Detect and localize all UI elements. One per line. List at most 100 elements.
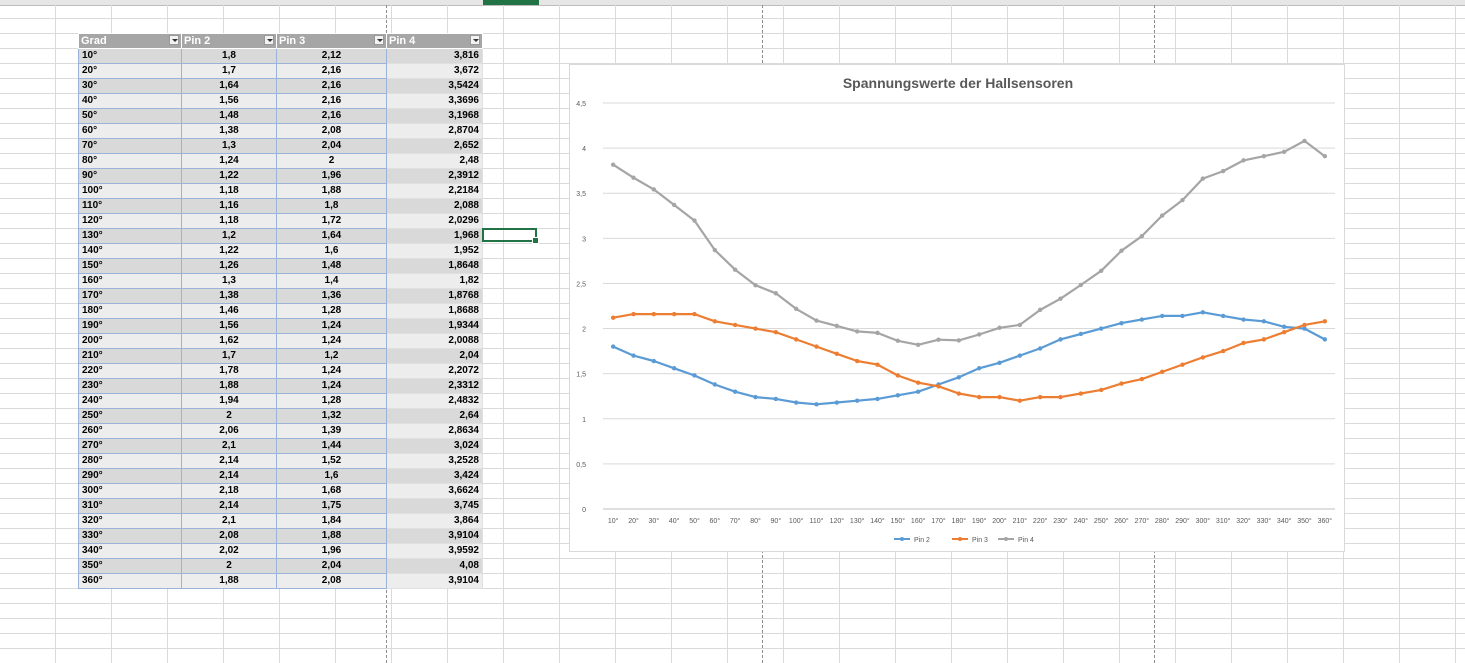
cell-grad[interactable]: 210°	[78, 348, 182, 364]
cell-pin3[interactable]: 1,4	[276, 273, 387, 289]
cell-grad[interactable]: 10°	[78, 48, 182, 64]
cell-pin2[interactable]: 1,26	[181, 258, 277, 274]
cell-grad[interactable]: 280°	[78, 453, 182, 469]
cell-pin2[interactable]: 1,3	[181, 273, 277, 289]
cell-pin4[interactable]: 3,9592	[386, 543, 483, 559]
cell-pin3[interactable]: 2,04	[276, 138, 387, 154]
cell-pin2[interactable]: 2,06	[181, 423, 277, 439]
cell-pin3[interactable]: 2	[276, 153, 387, 169]
cell-pin4[interactable]: 2,04	[386, 348, 483, 364]
cell-pin3[interactable]: 1,6	[276, 468, 387, 484]
cell-pin4[interactable]: 3,3696	[386, 93, 483, 109]
cell-pin2[interactable]: 2,18	[181, 483, 277, 499]
cell-grad[interactable]: 170°	[78, 288, 182, 304]
cell-pin2[interactable]: 1,22	[181, 243, 277, 259]
cell-grad[interactable]: 160°	[78, 273, 182, 289]
cell-grad[interactable]: 290°	[78, 468, 182, 484]
cell-pin4[interactable]: 2,8704	[386, 123, 483, 139]
cell-pin4[interactable]: 2,0088	[386, 333, 483, 349]
cell-pin2[interactable]: 1,18	[181, 183, 277, 199]
cell-pin2[interactable]: 2,02	[181, 543, 277, 559]
cell-pin4[interactable]: 1,8648	[386, 258, 483, 274]
cell-pin3[interactable]: 1,64	[276, 228, 387, 244]
cell-grad[interactable]: 100°	[78, 183, 182, 199]
cell-pin3[interactable]: 1,6	[276, 243, 387, 259]
line-chart[interactable]: Spannungswerte der Hallsensoren 0 0,5 1 1,5 2…	[569, 64, 1345, 552]
cell-grad[interactable]: 30°	[78, 78, 182, 94]
cell-pin2[interactable]: 2,1	[181, 438, 277, 454]
cell-pin3[interactable]: 1,72	[276, 213, 387, 229]
cell-pin4[interactable]: 2,0296	[386, 213, 483, 229]
cell-grad[interactable]: 220°	[78, 363, 182, 379]
cell-grad[interactable]: 240°	[78, 393, 182, 409]
active-cell-selection[interactable]	[482, 228, 539, 244]
cell-pin4[interactable]: 2,64	[386, 408, 483, 424]
cell-pin4[interactable]: 1,968	[386, 228, 483, 244]
cell-pin3[interactable]: 1,24	[276, 318, 387, 334]
cell-pin2[interactable]: 1,2	[181, 228, 277, 244]
cell-pin3[interactable]: 1,68	[276, 483, 387, 499]
cell-pin3[interactable]: 1,24	[276, 363, 387, 379]
cell-pin2[interactable]: 2	[181, 558, 277, 574]
cell-pin3[interactable]: 1,32	[276, 408, 387, 424]
cell-grad[interactable]: 140°	[78, 243, 182, 259]
cell-pin3[interactable]: 2,16	[276, 108, 387, 124]
cell-pin2[interactable]: 1,22	[181, 168, 277, 184]
cell-grad[interactable]: 130°	[78, 228, 182, 244]
filter-dropdown-icon[interactable]	[264, 35, 274, 45]
cell-pin4[interactable]: 3,672	[386, 63, 483, 79]
cell-grad[interactable]: 150°	[78, 258, 182, 274]
cell-pin2[interactable]: 1,94	[181, 393, 277, 409]
cell-pin3[interactable]: 1,2	[276, 348, 387, 364]
cell-pin3[interactable]: 1,36	[276, 288, 387, 304]
cell-pin3[interactable]: 1,8	[276, 198, 387, 214]
cell-pin2[interactable]: 1,88	[181, 378, 277, 394]
cell-pin2[interactable]: 1,48	[181, 108, 277, 124]
cell-pin3[interactable]: 1,88	[276, 528, 387, 544]
cell-grad[interactable]: 260°	[78, 423, 182, 439]
cell-grad[interactable]: 310°	[78, 498, 182, 514]
cell-pin3[interactable]: 1,44	[276, 438, 387, 454]
cell-pin2[interactable]: 1,78	[181, 363, 277, 379]
cell-grad[interactable]: 270°	[78, 438, 182, 454]
cell-pin2[interactable]: 1,38	[181, 288, 277, 304]
cell-pin2[interactable]: 2,14	[181, 453, 277, 469]
cell-pin2[interactable]: 1,88	[181, 573, 277, 589]
cell-pin4[interactable]: 3,5424	[386, 78, 483, 94]
cell-grad[interactable]: 70°	[78, 138, 182, 154]
cell-pin4[interactable]: 4,08	[386, 558, 483, 574]
cell-pin4[interactable]: 2,652	[386, 138, 483, 154]
cell-grad[interactable]: 20°	[78, 63, 182, 79]
cell-pin2[interactable]: 2,14	[181, 468, 277, 484]
cell-grad[interactable]: 120°	[78, 213, 182, 229]
cell-grad[interactable]: 320°	[78, 513, 182, 529]
cell-pin2[interactable]: 1,18	[181, 213, 277, 229]
cell-pin3[interactable]: 1,88	[276, 183, 387, 199]
cell-pin3[interactable]: 1,84	[276, 513, 387, 529]
cell-grad[interactable]: 110°	[78, 198, 182, 214]
cell-pin2[interactable]: 1,7	[181, 348, 277, 364]
cell-pin3[interactable]: 2,16	[276, 78, 387, 94]
cell-pin3[interactable]: 2,16	[276, 63, 387, 79]
cell-pin2[interactable]: 1,64	[181, 78, 277, 94]
cell-grad[interactable]: 300°	[78, 483, 182, 499]
cell-pin4[interactable]: 3,745	[386, 498, 483, 514]
cell-pin4[interactable]: 1,9344	[386, 318, 483, 334]
cell-pin3[interactable]: 2,08	[276, 123, 387, 139]
cell-pin4[interactable]: 3,1968	[386, 108, 483, 124]
cell-pin2[interactable]: 2,14	[181, 498, 277, 514]
cell-pin2[interactable]: 1,56	[181, 93, 277, 109]
cell-pin4[interactable]: 3,6624	[386, 483, 483, 499]
cell-pin3[interactable]: 1,24	[276, 333, 387, 349]
cell-pin3[interactable]: 2,12	[276, 48, 387, 64]
cell-pin4[interactable]: 3,2528	[386, 453, 483, 469]
cell-pin3[interactable]: 1,96	[276, 168, 387, 184]
cell-grad[interactable]: 250°	[78, 408, 182, 424]
cell-pin4[interactable]: 3,9104	[386, 528, 483, 544]
cell-pin2[interactable]: 1,24	[181, 153, 277, 169]
cell-pin3[interactable]: 1,28	[276, 303, 387, 319]
cell-pin4[interactable]: 3,9104	[386, 573, 483, 589]
cell-pin3[interactable]: 2,04	[276, 558, 387, 574]
cell-pin4[interactable]: 3,816	[386, 48, 483, 64]
cell-pin4[interactable]: 2,3912	[386, 168, 483, 184]
